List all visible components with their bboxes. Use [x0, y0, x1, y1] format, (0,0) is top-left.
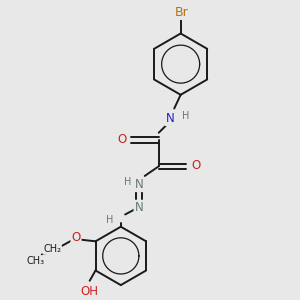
Text: Br: Br [175, 6, 189, 19]
Text: OH: OH [81, 285, 99, 298]
Text: O: O [71, 231, 81, 244]
Text: H: H [124, 177, 131, 188]
Text: N: N [134, 178, 143, 191]
Text: CH₃: CH₃ [27, 256, 45, 266]
Text: O: O [117, 133, 126, 146]
Text: N: N [134, 201, 143, 214]
Text: N: N [166, 112, 174, 125]
Text: CH₂: CH₂ [43, 244, 61, 254]
Text: H: H [106, 215, 113, 225]
Text: O: O [191, 159, 200, 172]
Text: H: H [182, 111, 190, 122]
